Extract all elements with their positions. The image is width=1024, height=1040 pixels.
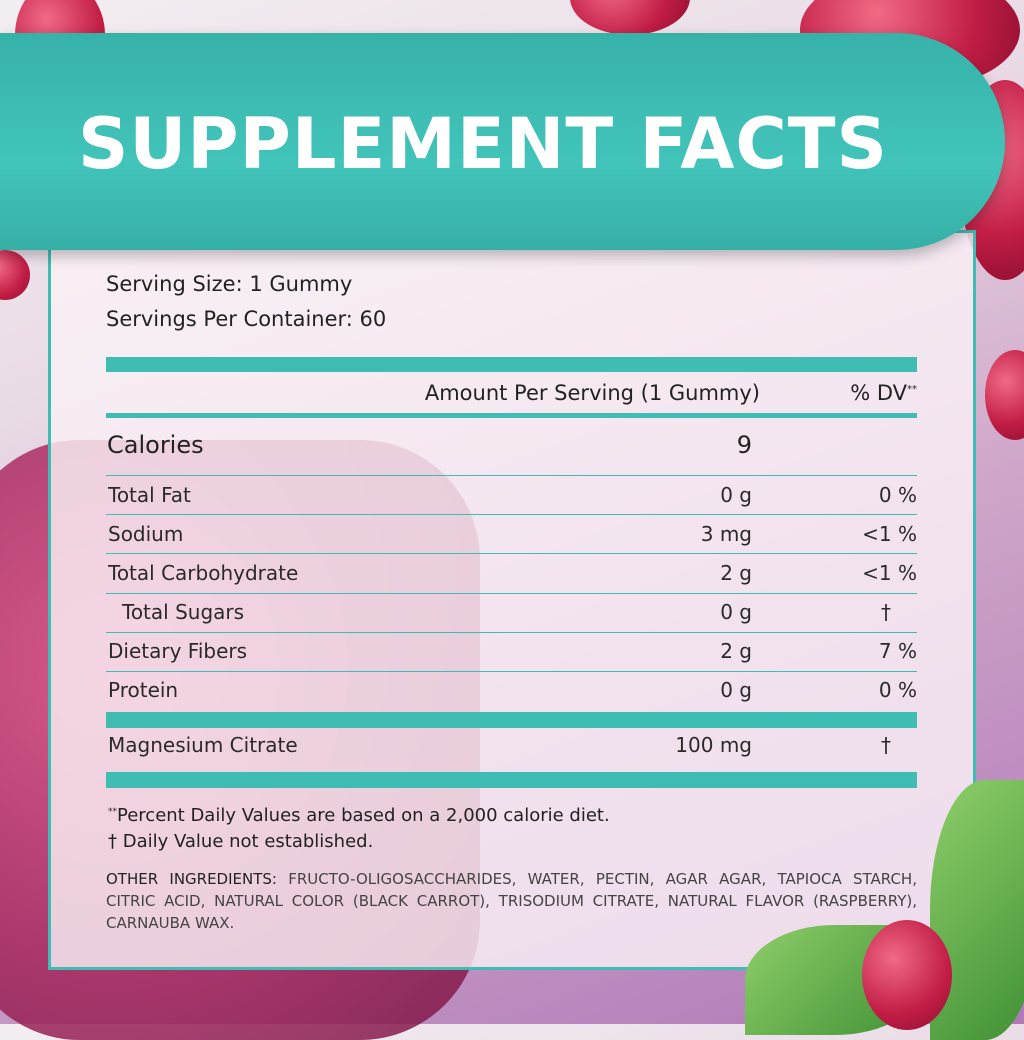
raspberry-image	[985, 350, 1024, 440]
ingredients-text: FRUCTO-OLIGOSACCHARIDES, WATER, PECTIN, …	[106, 870, 917, 932]
calories-label: Calories	[107, 431, 204, 459]
nutrient-name: Total Carbohydrate	[108, 561, 299, 585]
footnote-percent-text: Percent Daily Values are based on a 2,00…	[117, 805, 610, 826]
nutrient-dv: 0 %	[878, 678, 917, 702]
divider-medium	[106, 413, 917, 418]
divider	[106, 475, 917, 476]
amount-header: Amount Per Serving (1 Gummy)	[424, 381, 760, 405]
nutrient-row: Sodium 3 mg <1 %	[106, 522, 917, 552]
divider	[106, 593, 917, 594]
footnote-dagger: † Daily Value not established.	[108, 831, 374, 852]
raspberry-image	[862, 920, 952, 1030]
nutrient-name: Total Fat	[108, 483, 191, 507]
nutrient-row: Protein 0 g 0 %	[106, 678, 917, 708]
serving-size: Serving Size: 1 Gummy	[106, 272, 353, 296]
title-banner: SUPPLEMENT FACTS	[0, 33, 1005, 250]
nutrient-name: Magnesium Citrate	[108, 733, 298, 757]
nutrient-amount: 100 mg	[675, 733, 752, 757]
nutrient-amount: 2 g	[720, 561, 752, 585]
nutrient-amount: 0 g	[720, 678, 752, 702]
nutrient-name: Dietary Fibers	[108, 639, 248, 663]
divider-thick	[106, 712, 917, 728]
nutrient-amount: 3 mg	[700, 522, 752, 546]
nutrient-amount: 0 g	[720, 600, 752, 624]
divider-thick	[106, 772, 917, 788]
nutrient-amount: 0 g	[720, 483, 752, 507]
divider-thick	[106, 357, 917, 372]
nutrient-name: Total Sugars	[122, 600, 245, 624]
other-ingredients: OTHER INGREDIENTS: FRUCTO-OLIGOSACCHARID…	[106, 868, 917, 934]
footnote-percent: **Percent Daily Values are based on a 2,…	[108, 805, 610, 826]
raspberry-image	[570, 0, 690, 35]
divider	[106, 671, 917, 672]
servings-per-container: Servings Per Container: 60	[106, 307, 387, 331]
nutrient-name: Protein	[108, 678, 179, 702]
nutrient-dv: 0 %	[878, 483, 917, 507]
nutrient-dv: 7 %	[878, 639, 917, 663]
footnote-mark: **	[108, 807, 117, 817]
facts-panel	[48, 230, 976, 970]
nutrient-row: Total Fat 0 g 0 %	[106, 483, 917, 513]
nutrient-dv: †	[881, 600, 891, 624]
dv-header-mark: **	[907, 384, 917, 395]
dv-header-label: % DV	[850, 381, 907, 405]
nutrient-dv: <1 %	[862, 522, 917, 546]
magnesium-row: Magnesium Citrate 100 mg †	[106, 733, 917, 763]
divider	[106, 553, 917, 554]
nutrient-amount: 2 g	[720, 639, 752, 663]
page-title: SUPPLEMENT FACTS	[78, 103, 888, 185]
divider	[106, 514, 917, 515]
nutrient-row: Dietary Fibers 2 g 7 %	[106, 639, 917, 669]
nutrient-row: Total Carbohydrate 2 g <1 %	[106, 561, 917, 591]
nutrient-dv: <1 %	[862, 561, 917, 585]
divider	[106, 632, 917, 633]
dv-header: % DV**	[850, 381, 917, 405]
ingredients-label: OTHER INGREDIENTS:	[106, 870, 277, 888]
nutrient-row: Total Sugars 0 g †	[106, 600, 917, 630]
nutrient-dv: †	[881, 733, 891, 757]
nutrient-name: Sodium	[108, 522, 184, 546]
raspberry-image	[0, 250, 30, 300]
calories-amount: 9	[736, 431, 752, 459]
